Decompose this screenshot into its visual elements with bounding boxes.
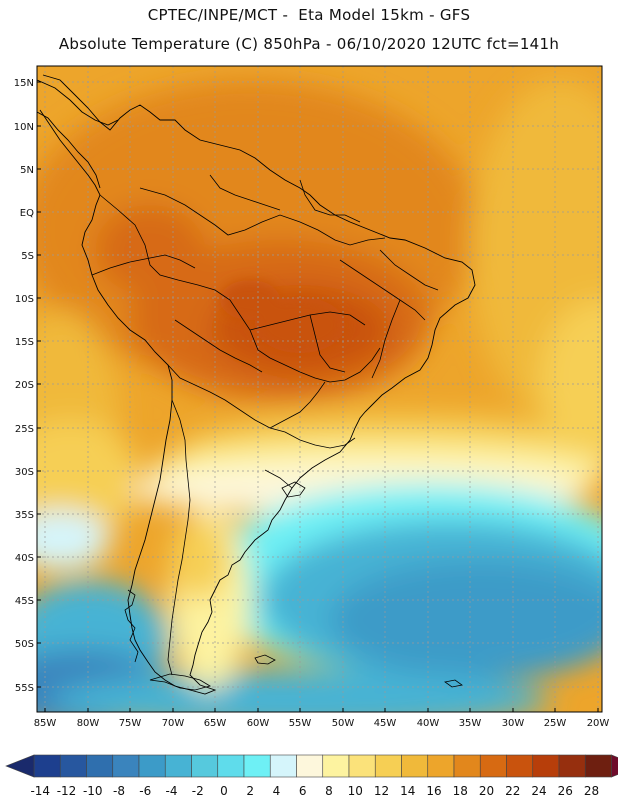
colorbar-tick-label: 6 [299, 784, 307, 798]
colorbar-swatch [269, 754, 297, 778]
lat-label: 40S [15, 553, 34, 564]
colorbar-tick-label: 8 [325, 784, 333, 798]
colorbar-tick-label: -4 [166, 784, 178, 798]
colorbar-tick-label: -10 [83, 784, 103, 798]
chart-title-line-1: CPTEC/INPE/MCT - Eta Model 15km - GFS [147, 6, 471, 24]
colorbar-tick-label: 24 [531, 784, 546, 798]
colorbar-tick-label: 0 [220, 784, 228, 798]
colorbar-tick-label: 16 [426, 784, 441, 798]
colorbar-swatch [322, 754, 350, 778]
colorbar-swatch [164, 754, 192, 778]
colorbar-swatch [558, 754, 586, 778]
colorbar-swatch [33, 754, 61, 778]
lon-label: 40W [417, 718, 440, 729]
lon-label: 85W [34, 718, 57, 729]
colorbar-min-arrow [5, 754, 35, 778]
lat-lon-grid [37, 66, 602, 712]
lat-label: 35S [15, 510, 34, 521]
colorbar-tick-label: 4 [273, 784, 281, 798]
colorbar-swatch [401, 754, 429, 778]
colorbar-tick-label: -2 [192, 784, 204, 798]
colorbar-swatch [243, 754, 271, 778]
colorbar-swatch [112, 754, 140, 778]
colorbar-tick-label: 2 [246, 784, 254, 798]
colorbar-tick-label: 18 [453, 784, 468, 798]
colorbar-swatch [348, 754, 376, 778]
lon-label: 50W [332, 718, 355, 729]
lat-label: 10S [15, 294, 34, 305]
lat-label: 30S [15, 467, 34, 478]
colorbar-swatch [532, 754, 560, 778]
lon-label: 30W [502, 718, 525, 729]
lon-label: 20W [587, 718, 610, 729]
colorbar-swatch [191, 754, 219, 778]
colorbar-swatch [138, 754, 166, 778]
lon-label: 70W [162, 718, 185, 729]
colorbar-tick-label: -6 [139, 784, 151, 798]
lon-label: 60W [247, 718, 270, 729]
colorbar-tick-label: -8 [113, 784, 125, 798]
colorbar-swatch [427, 754, 455, 778]
lat-label: 15N [14, 78, 34, 89]
colorbar-tick-label: 26 [558, 784, 573, 798]
islands [124, 481, 463, 691]
lat-label: 20S [15, 380, 34, 391]
colorbar-swatch [584, 754, 612, 778]
central-america-coastline [37, 79, 119, 189]
lat-label: 55S [15, 683, 34, 694]
lon-label: 65W [204, 718, 227, 729]
latitude-labels: 15N 10N 5N EQ 5S 10S 15S 20S 25S 30S 35S 40S 45S 50S 5… [14, 78, 41, 694]
lat-label: 15S [15, 337, 34, 348]
colorbar-swatch [296, 754, 324, 778]
lat-label: 5S [21, 251, 34, 262]
lon-label: 80W [77, 718, 100, 729]
lon-label: 45W [374, 718, 397, 729]
colorbar-tick-label: 28 [584, 784, 599, 798]
colorbar-tick-label: 12 [374, 784, 389, 798]
colorbar-tick-label: 14 [400, 784, 415, 798]
lon-label: 75W [119, 718, 142, 729]
colorbar-max-arrow [611, 754, 618, 778]
colorbar-tick-label: 20 [479, 784, 494, 798]
colorbar-tick-label: 10 [348, 784, 363, 798]
lat-label: 5N [20, 165, 34, 176]
lat-label: EQ [20, 208, 34, 219]
lat-label: 50S [15, 639, 34, 650]
colorbar-swatch [86, 754, 114, 778]
colorbar-swatch [217, 754, 245, 778]
colorbar: -14 -12 -10 -8 -6 -4 -2 0 2 4 6 8 10 12 14 16 18 20 22 24 26… [5, 754, 618, 798]
lat-label: 45S [15, 596, 34, 607]
colorbar-swatch [374, 754, 402, 778]
longitude-labels: 85W 80W 75W 70W 65W 60W 55W 50W 45W 40W 35W 30W 25W 2… [34, 708, 610, 729]
lon-label: 55W [289, 718, 312, 729]
colorbar-tick-label: 22 [505, 784, 520, 798]
country-borders [91, 174, 439, 676]
map-frame [36, 65, 603, 713]
temperature-field [37, 66, 602, 712]
lat-label: 25S [15, 424, 34, 435]
chart-title-line-2: Absolute Temperature (C) 850hPa - 06/10/… [58, 35, 560, 53]
colorbar-tick-label: -14 [30, 784, 50, 798]
lon-label: 25W [544, 718, 567, 729]
colorbar-tick-label: -12 [57, 784, 77, 798]
colorbar-swatch [506, 754, 534, 778]
lat-label: 10N [14, 122, 34, 133]
colorbar-swatch [453, 754, 481, 778]
colorbar-swatch [479, 754, 507, 778]
colorbar-swatch [59, 754, 87, 778]
lon-label: 35W [459, 718, 482, 729]
